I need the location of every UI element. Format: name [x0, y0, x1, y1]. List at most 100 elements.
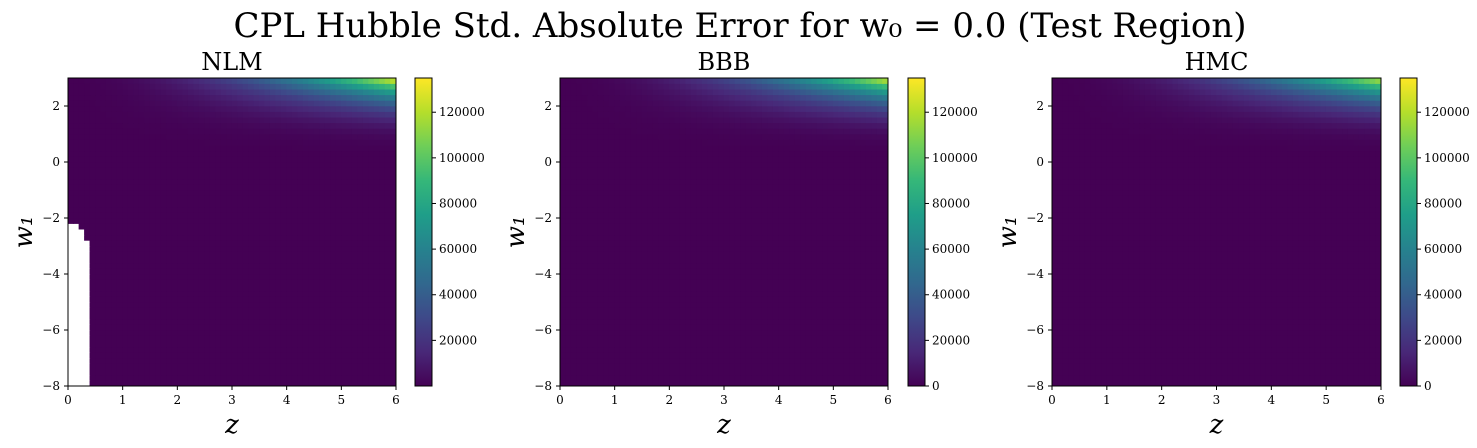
heatmap-cell [860, 284, 867, 292]
heatmap-cell [73, 284, 80, 292]
heatmap-cell [204, 150, 211, 157]
heatmap-cell [570, 290, 577, 297]
heatmap-cell [237, 78, 244, 84]
heatmap-cell [204, 368, 211, 376]
heatmap-cell [302, 368, 309, 376]
heatmap-cell [308, 150, 315, 157]
heatmap-cell [767, 256, 774, 264]
heatmap-cell [127, 217, 134, 224]
heatmap-cell [220, 374, 227, 381]
heatmap-cell [362, 167, 369, 174]
heatmap-cell [78, 139, 85, 146]
heatmap-cell [286, 189, 293, 196]
heatmap-cell [308, 88, 315, 96]
heatmap-cell [805, 251, 812, 258]
heatmap-cell [78, 380, 85, 386]
heatmap-cell [231, 105, 238, 112]
heatmap-cell [313, 122, 320, 129]
heatmap-cell [822, 234, 829, 241]
heatmap-cell [127, 301, 134, 308]
heatmap-cell [111, 178, 118, 185]
heatmap-cell [248, 318, 255, 325]
heatmap-cell [871, 318, 878, 325]
heatmap-cell [269, 228, 277, 236]
heatmap-cell [237, 178, 244, 185]
heatmap-cell [73, 352, 80, 359]
heatmap-cell [187, 335, 195, 342]
heatmap-cell [685, 268, 692, 275]
heatmap-cell [275, 374, 282, 381]
heatmap-cell [751, 363, 758, 370]
heatmap-cell [269, 296, 277, 303]
heatmap-cell [220, 312, 227, 320]
heatmap-cell [871, 251, 878, 258]
heatmap-cell [652, 357, 659, 364]
heatmap-cell [166, 352, 173, 359]
heatmap-cell [182, 200, 189, 208]
heatmap-cell [313, 363, 320, 370]
heatmap-cell [259, 228, 266, 236]
heatmap-cell [160, 318, 167, 325]
heatmap-cell [198, 290, 205, 297]
heatmap-cell [822, 251, 829, 258]
heatmap-cell [319, 368, 326, 376]
heatmap-cell [95, 279, 102, 286]
heatmap-cell [291, 200, 298, 208]
heatmap-cell [822, 296, 829, 303]
heatmap-cell [390, 116, 396, 124]
heatmap-cell [351, 178, 359, 185]
heatmap-cell [324, 83, 331, 90]
heatmap-cell [100, 240, 107, 247]
heatmap-cell [368, 245, 375, 252]
heatmap-cell [390, 346, 396, 353]
heatmap-cell [581, 262, 588, 269]
heatmap-cell [177, 245, 184, 252]
heatmap-field [68, 78, 396, 386]
heatmap-cell [854, 240, 861, 247]
heatmap-cell [242, 128, 249, 135]
heatmap-cell [160, 340, 167, 348]
heatmap-cell [362, 189, 369, 196]
heatmap-cell [576, 301, 583, 308]
heatmap-cell [565, 346, 572, 353]
heatmap-cell [89, 368, 96, 376]
heatmap-cell [149, 206, 156, 213]
heatmap-cell [100, 94, 107, 101]
heatmap-cell [729, 290, 736, 297]
heatmap-cell [647, 251, 654, 258]
heatmap-cell [674, 256, 681, 264]
heatmap-cell [100, 262, 107, 269]
heatmap-cell [171, 352, 178, 359]
heatmap-cell [390, 206, 396, 213]
heatmap-cell [95, 363, 102, 370]
heatmap-cell [854, 368, 861, 376]
heatmap-cell [745, 368, 752, 376]
heatmap-cell [658, 279, 665, 286]
heatmap-cell [876, 240, 883, 247]
heatmap-cell [198, 318, 205, 325]
heatmap-cell [362, 200, 369, 208]
heatmap-cell [259, 335, 266, 342]
heatmap-cell [368, 133, 375, 140]
heatmap-cell [89, 284, 96, 292]
heatmap-cell [576, 262, 583, 269]
heatmap-cell [182, 195, 189, 202]
heatmap-cell [264, 206, 271, 213]
heatmap-cell [160, 234, 167, 241]
heatmap-cell [133, 150, 140, 157]
heatmap-cell [242, 329, 249, 336]
heatmap-cell [330, 156, 337, 163]
heatmap-cell [187, 144, 195, 152]
heatmap-cell [133, 83, 140, 90]
heatmap-cell [89, 111, 96, 118]
heatmap-cell [565, 352, 572, 359]
heatmap-cell [177, 296, 184, 303]
heatmap-cell [111, 100, 118, 107]
heatmap-cell [658, 312, 665, 320]
heatmap-cell [701, 301, 708, 308]
heatmap-cell [127, 290, 134, 297]
heatmap-cell [286, 105, 293, 112]
heatmap-cell [351, 172, 359, 180]
heatmap-cell [368, 240, 375, 247]
heatmap-cell [335, 133, 342, 140]
